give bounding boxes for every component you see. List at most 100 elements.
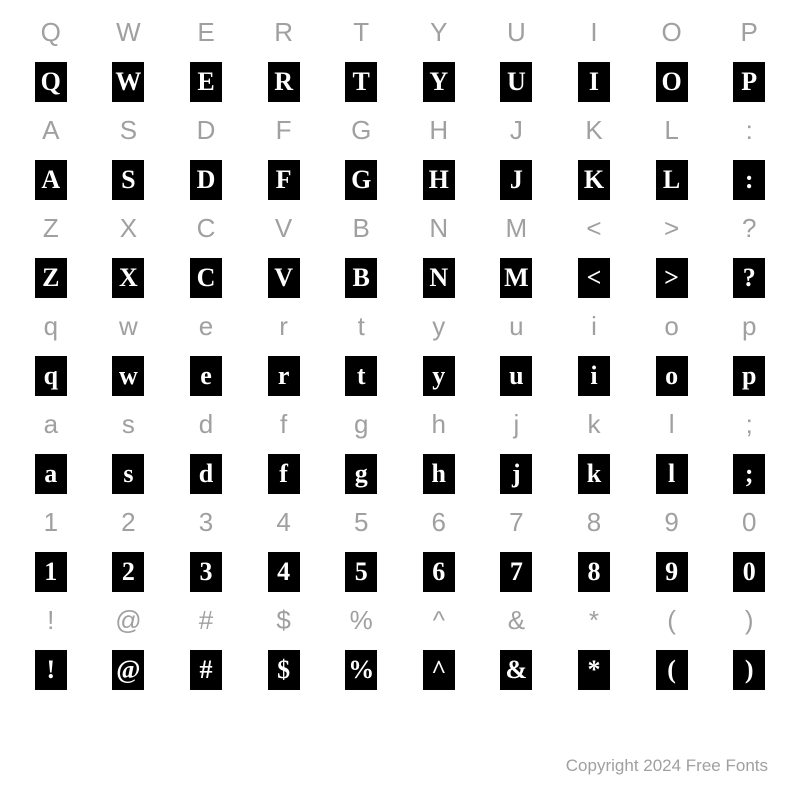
font-specimen-grid: QWERTYUIOPQWERTYUIOPASDFGHJKL:ASDFGHJKL:… [0,0,800,694]
sample-box: X [112,258,144,298]
ref-cell: : [710,106,788,155]
sample-box: C [190,258,222,298]
ref-char: r [279,311,288,342]
ref-cell: ) [710,596,788,645]
ref-char: & [508,605,525,636]
sample-box: K [578,160,610,200]
ref-char: K [585,115,602,146]
ref-char: A [42,115,59,146]
ref-char: O [661,17,681,48]
ref-cell: j [478,400,556,449]
sample-box: i [578,356,610,396]
sample-cell: D [167,155,245,204]
sample-char: 5 [355,557,368,587]
ref-cell: ! [12,596,90,645]
sample-char: M [504,263,529,293]
ref-cell: M [478,204,556,253]
sample-box: # [190,650,222,690]
sample-char: d [199,459,213,489]
sample-cell: 5 [322,547,400,596]
ref-cell: ( [633,596,711,645]
ref-char: ; [746,409,753,440]
ref-char: Q [41,17,61,48]
sample-cell: s [90,449,168,498]
sample-box: j [500,454,532,494]
ref-cell: f [245,400,323,449]
ref-cell: # [167,596,245,645]
ref-cell: 1 [12,498,90,547]
sample-cell: G [322,155,400,204]
sample-box: 4 [268,552,300,592]
ref-cell: r [245,302,323,351]
sample-box: p [733,356,765,396]
ref-char: 7 [509,507,523,538]
ref-char: f [280,409,287,440]
sample-box: E [190,62,222,102]
ref-cell: L [633,106,711,155]
ref-char: q [44,311,58,342]
ref-char: F [276,115,292,146]
sample-box: & [500,650,532,690]
sample-cell: a [12,449,90,498]
ref-char: H [429,115,448,146]
sample-cell: A [12,155,90,204]
sample-cell: N [400,253,478,302]
sample-box: k [578,454,610,494]
ref-char: V [275,213,292,244]
sample-char: j [512,459,521,489]
sample-cell: ? [710,253,788,302]
ref-cell: T [322,8,400,57]
sample-box: R [268,62,300,102]
sample-cell: ( [633,645,711,694]
ref-char: D [197,115,216,146]
sample-cell: ; [710,449,788,498]
sample-char: 1 [44,557,57,587]
sample-box: G [345,160,377,200]
sample-cell: j [478,449,556,498]
sample-char: h [432,459,446,489]
sample-box: y [423,356,455,396]
sample-cell: K [555,155,633,204]
sample-cell: 6 [400,547,478,596]
ref-cell: I [555,8,633,57]
sample-char: a [44,459,57,489]
sample-box: J [500,160,532,200]
ref-char: P [741,17,758,48]
sample-char: 7 [510,557,523,587]
ref-char: 1 [44,507,58,538]
ref-char: 5 [354,507,368,538]
sample-box: d [190,454,222,494]
sample-char: L [663,165,680,195]
sample-box: : [733,160,765,200]
sample-box: T [345,62,377,102]
ref-cell: & [478,596,556,645]
sample-box: S [112,160,144,200]
ref-cell: 8 [555,498,633,547]
sample-char: s [123,459,133,489]
ref-char: d [199,409,213,440]
sample-cell: M [478,253,556,302]
sample-char: q [44,361,58,391]
sample-char: A [41,165,60,195]
sample-cell: q [12,351,90,400]
sample-box: A [35,160,67,200]
ref-cell: h [400,400,478,449]
sample-char: Q [41,67,61,97]
ref-char: U [507,17,526,48]
sample-char: D [197,165,216,195]
sample-box: $ [268,650,300,690]
ref-char: a [44,409,58,440]
sample-cell: C [167,253,245,302]
sample-box: < [578,258,610,298]
sample-char: & [506,655,528,685]
ref-char: C [197,213,216,244]
sample-char: 4 [277,557,290,587]
ref-char: 0 [742,507,756,538]
ref-cell: P [710,8,788,57]
sample-cell: l [633,449,711,498]
sample-cell: i [555,351,633,400]
ref-cell: q [12,302,90,351]
sample-cell: * [555,645,633,694]
sample-cell: R [245,57,323,106]
sample-cell: L [633,155,711,204]
